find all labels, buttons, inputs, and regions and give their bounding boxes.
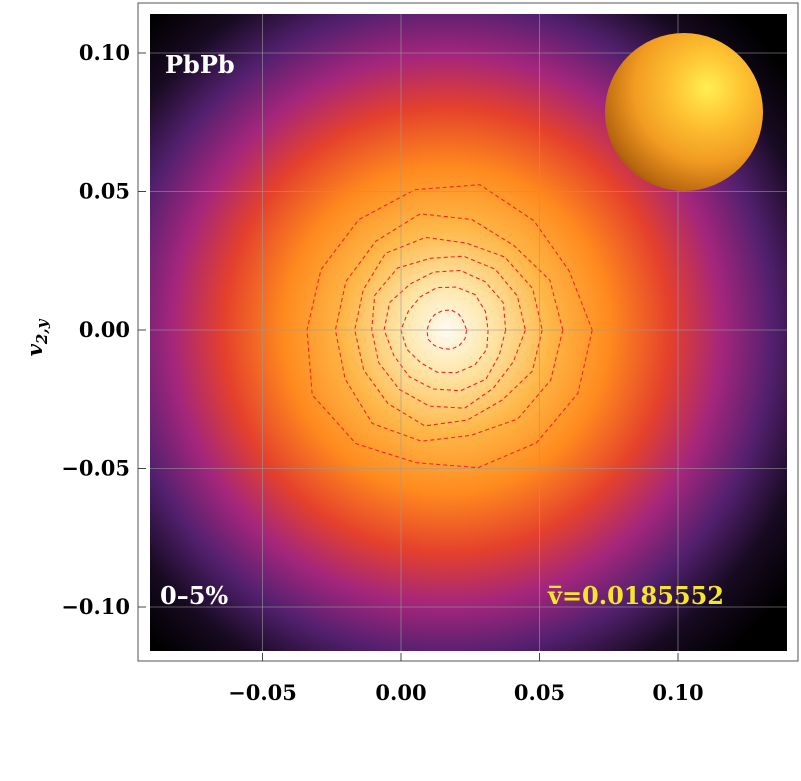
y-axis-title-sub: 2,y	[33, 318, 51, 345]
y-tick-label: −0.05	[61, 456, 130, 481]
y-axis-title-base: v	[22, 343, 47, 356]
y-tick-label: 0.10	[79, 40, 130, 65]
y-tick-label: 0.05	[79, 179, 130, 204]
gold-sphere-icon	[605, 33, 763, 191]
y-axis-title: v2,y	[22, 318, 51, 356]
x-tick-label: 0.05	[514, 680, 565, 705]
centrality-label: 0–5%	[160, 581, 228, 610]
y-tick-label: −0.10	[61, 594, 130, 619]
axis-ticks: −0.05 0.00 0.05 0.10 0.10 0.05 0.00 −0.05 −0.10	[61, 40, 703, 705]
y-tick-label: 0.00	[79, 317, 130, 342]
grid-lines	[150, 14, 787, 651]
contour-line	[334, 213, 564, 442]
mean-flow-label: v̅=0.0185552	[547, 581, 724, 610]
density-heatmap	[150, 14, 787, 651]
system-label: PbPb	[165, 50, 235, 79]
x-tick-label: 0.10	[652, 680, 703, 705]
x-tick-label: −0.05	[228, 680, 297, 705]
plot-frame	[137, 2, 799, 662]
x-tick-label: 0.00	[375, 680, 426, 705]
